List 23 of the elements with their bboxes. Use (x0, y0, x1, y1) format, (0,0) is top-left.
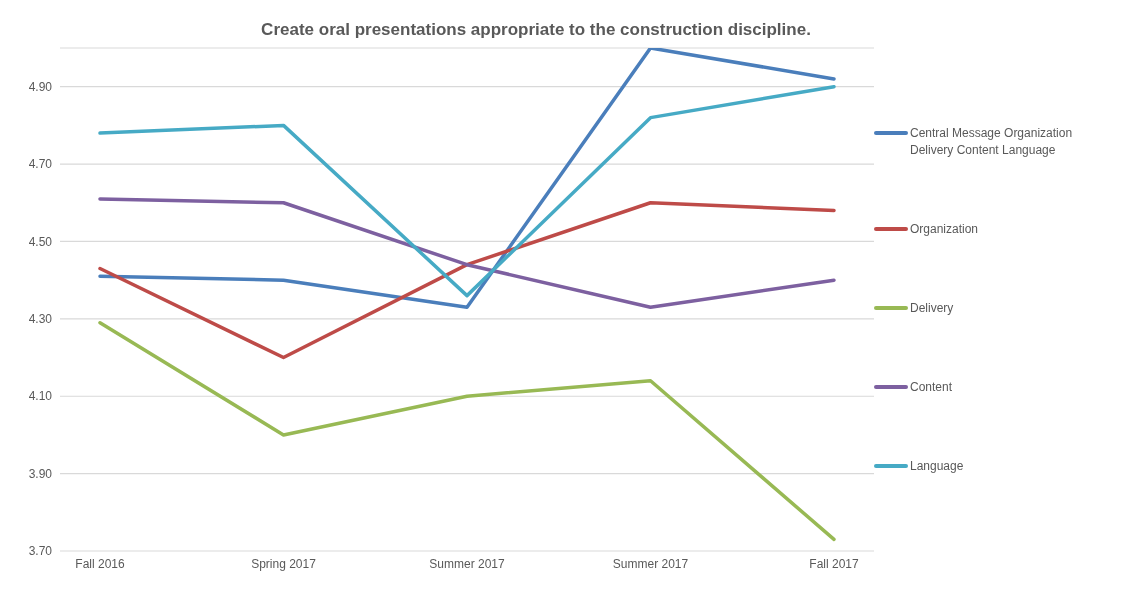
legend-label: Organization (910, 220, 979, 238)
y-tick-label: 4.50 (28, 234, 53, 249)
legend-label: Delivery (910, 299, 954, 317)
y-tick-label: 3.70 (28, 544, 53, 559)
x-tick-label: Summer 2017 (429, 556, 506, 571)
line-series (98, 201, 836, 360)
y-tick-label: 4.30 (28, 312, 53, 327)
y-tick-label: 3.90 (28, 466, 53, 481)
legend-label: Central Message Organization Delivery Content Language (910, 124, 1074, 159)
line-series (98, 197, 836, 309)
y-tick-label: 4.70 (28, 157, 53, 172)
legend-label: Language (910, 457, 964, 475)
x-tick-label: Fall 2017 (809, 556, 859, 571)
line-series (98, 48, 836, 309)
x-tick-label: Summer 2017 (612, 556, 689, 571)
x-tick-label: Spring 2017 (251, 556, 317, 571)
legend-label: Content (910, 378, 953, 396)
line-series (98, 84, 836, 298)
x-tick-label: Fall 2016 (75, 556, 125, 571)
y-tick-label: 4.90 (28, 79, 53, 94)
line-series (98, 320, 836, 542)
y-tick-label: 4.10 (28, 389, 53, 404)
chart-title: Create oral presentations appropriate to the construction discipline. (260, 20, 812, 40)
